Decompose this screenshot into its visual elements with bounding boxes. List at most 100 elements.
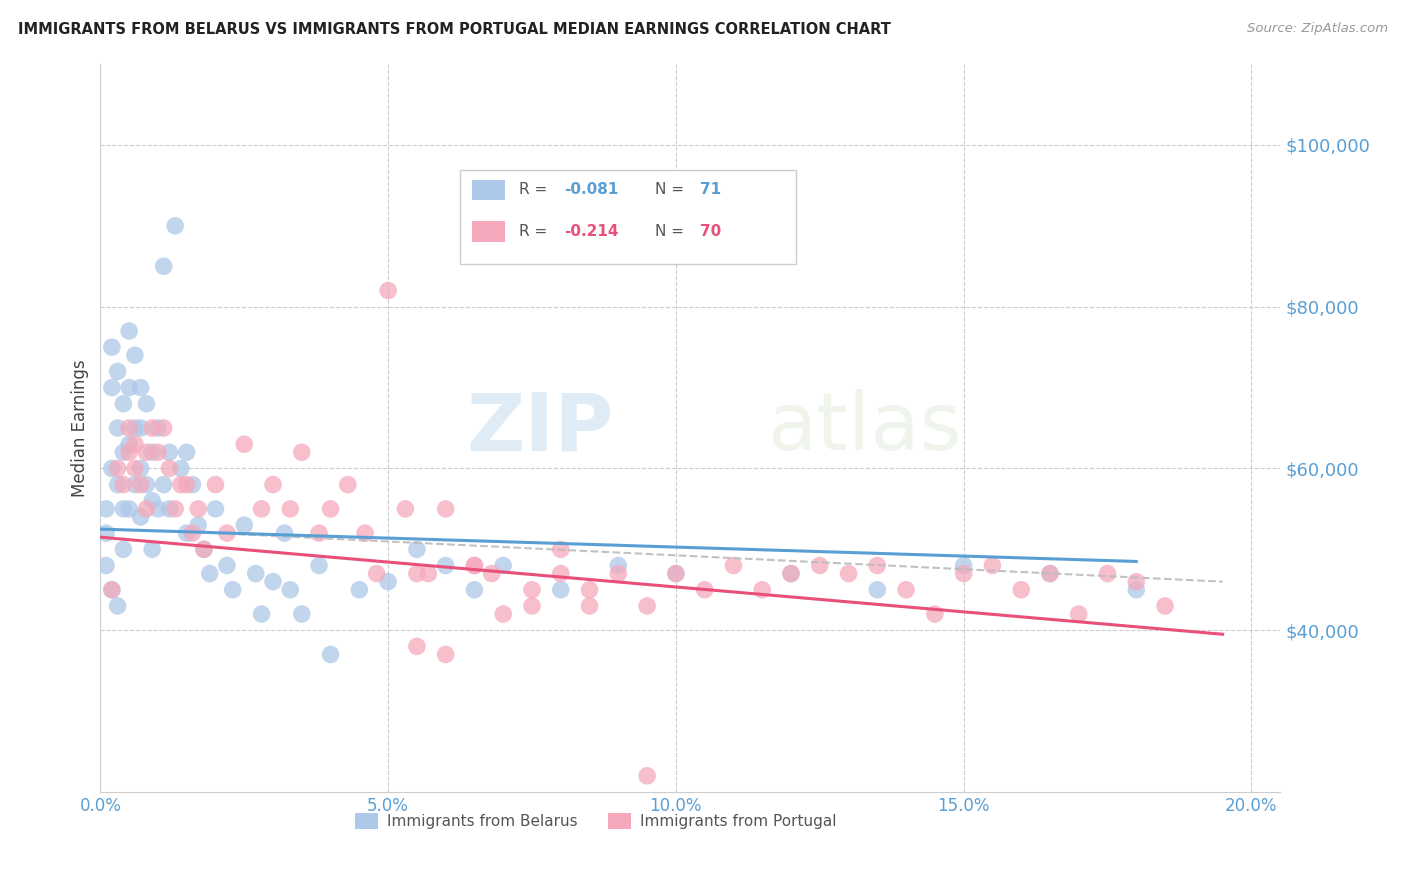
Point [319,648,342,662]
FancyBboxPatch shape [460,169,796,264]
Point [1154,599,1177,613]
Point [107,599,129,613]
Point [952,558,974,573]
Point [278,582,301,597]
Point [233,437,256,451]
Point [723,558,745,573]
Point [492,558,515,573]
Text: N =: N = [655,183,689,197]
Point [129,510,152,524]
Text: atlas: atlas [766,389,962,467]
Point [157,445,180,459]
Point [278,502,301,516]
Point [607,558,630,573]
Point [377,574,399,589]
Point [406,542,429,557]
Point [520,599,543,613]
Point [118,324,141,338]
Point [866,558,889,573]
Point [135,397,157,411]
Point [1097,566,1119,581]
Point [665,566,688,581]
Point [492,607,515,621]
Point [118,437,141,451]
Point [308,558,330,573]
Point [152,259,174,273]
Point [129,380,152,394]
Point [1125,582,1147,597]
Point [135,477,157,491]
Point [406,566,429,581]
Point [418,566,440,581]
Point [107,421,129,435]
Point [780,566,803,581]
Point [291,607,314,621]
Point [129,477,152,491]
Point [520,582,543,597]
Point [636,599,658,613]
Point [118,502,141,516]
Text: Source: ZipAtlas.com: Source: ZipAtlas.com [1247,22,1388,36]
Point [124,461,146,475]
Point [141,445,163,459]
Point [176,445,198,459]
Point [607,566,630,581]
Point [198,566,221,581]
Point [262,477,284,491]
Text: -0.081: -0.081 [564,183,619,197]
Point [245,566,267,581]
Point [291,445,314,459]
Point [94,526,117,541]
Point [204,502,226,516]
Point [124,437,146,451]
Point [152,421,174,435]
Point [894,582,917,597]
Point [135,502,157,516]
Legend: Immigrants from Belarus, Immigrants from Portugal: Immigrants from Belarus, Immigrants from… [349,807,844,835]
Point [924,607,946,621]
Point [578,582,600,597]
Point [152,477,174,491]
Point [112,397,135,411]
Point [1125,574,1147,589]
Point [222,582,245,597]
Text: R =: R = [519,183,553,197]
Point [1039,566,1062,581]
Point [124,421,146,435]
Point [118,445,141,459]
Point [250,502,273,516]
Point [406,640,429,654]
Point [118,421,141,435]
Point [94,558,117,573]
Point [101,582,124,597]
Point [107,364,129,378]
Point [262,574,284,589]
Point [146,445,169,459]
Point [135,445,157,459]
Point [112,542,135,557]
Point [481,566,503,581]
Point [463,558,485,573]
Point [112,477,135,491]
Point [349,582,371,597]
Point [981,558,1004,573]
Point [187,502,209,516]
Point [146,502,169,516]
Point [434,558,457,573]
Point [101,380,124,394]
Point [636,769,658,783]
Text: N =: N = [655,224,689,239]
Point [124,348,146,362]
Point [165,502,187,516]
Point [146,421,169,435]
Text: R =: R = [519,224,553,239]
Point [273,526,295,541]
FancyBboxPatch shape [472,180,505,200]
Point [101,340,124,354]
Point [550,582,572,597]
Point [808,558,831,573]
Point [176,477,198,491]
Point [215,526,238,541]
Point [233,518,256,533]
Point [838,566,860,581]
